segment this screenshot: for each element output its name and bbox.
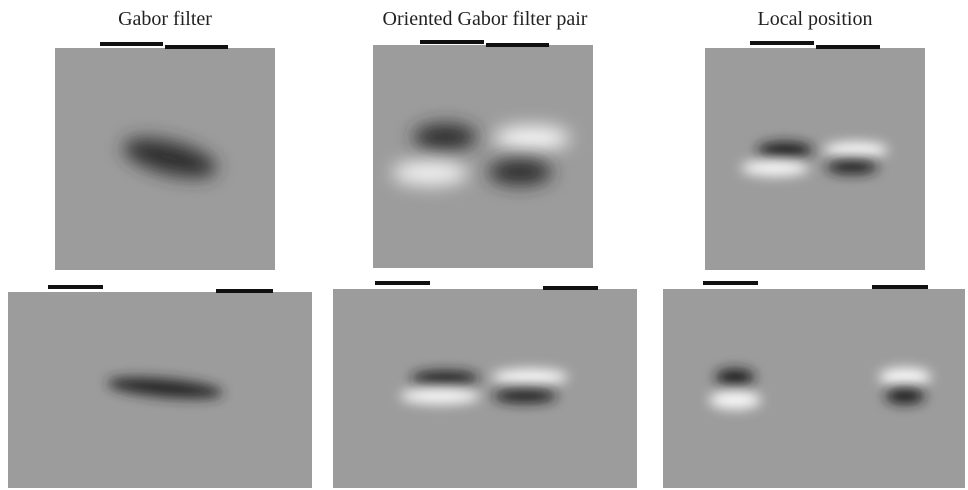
column-title: Oriented Gabor filter pair <box>383 8 588 30</box>
panel <box>55 42 275 270</box>
panel <box>373 40 593 268</box>
column-title: Local position <box>758 8 873 30</box>
column-title: Gabor filter <box>118 8 212 30</box>
figure: Gabor filter Oriented Gabor filter pair … <box>0 0 968 490</box>
page: Gabor filter Oriented Gabor filter pair … <box>0 0 968 490</box>
panel <box>705 41 925 270</box>
panel <box>8 285 312 488</box>
panel <box>663 281 965 488</box>
panel <box>333 281 637 488</box>
